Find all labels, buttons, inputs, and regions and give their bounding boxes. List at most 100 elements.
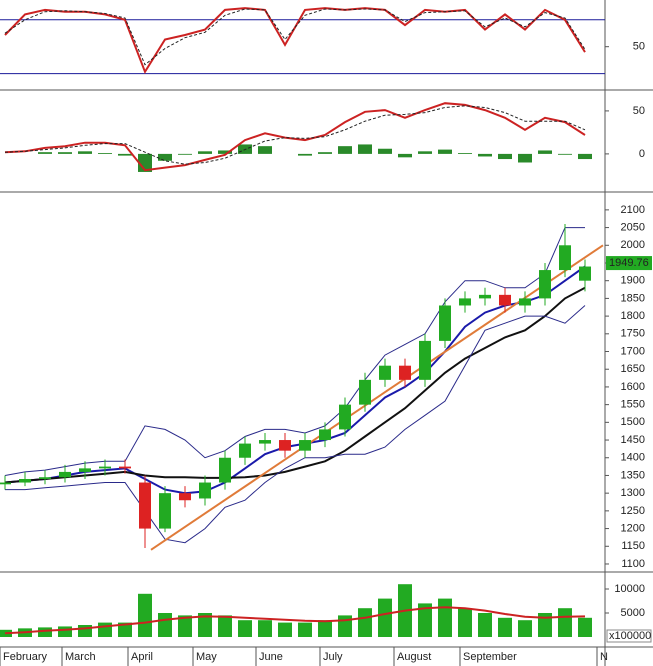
histogram-bar <box>318 152 332 154</box>
candle-body <box>579 266 591 281</box>
candle-body <box>319 429 331 441</box>
y-tick-label: 10000 <box>614 583 645 595</box>
histogram-bar <box>158 153 172 161</box>
candle-body <box>39 477 51 479</box>
x-tick-label: May <box>196 651 217 663</box>
histogram-bar <box>118 153 132 156</box>
histogram-bar <box>338 146 352 154</box>
y-tick-label: 1850 <box>621 292 645 304</box>
y-tick-label: 1900 <box>621 275 645 287</box>
x-tick-label: June <box>259 651 283 663</box>
y-tick-label: 50 <box>633 41 645 53</box>
histogram-bar <box>78 151 92 154</box>
candle-body <box>279 440 291 451</box>
y-tick-label: 1700 <box>621 345 645 357</box>
volume-bar <box>158 612 172 637</box>
y-tick-label: 1150 <box>621 540 645 552</box>
volume-bar <box>218 615 232 637</box>
volume-bar <box>98 622 112 637</box>
histogram-bar <box>418 151 432 154</box>
histogram-bar <box>458 153 472 154</box>
histogram-bar <box>198 151 212 154</box>
volume-bar <box>238 620 252 637</box>
volume-bar <box>538 612 552 637</box>
candle-body <box>79 468 91 472</box>
candle-body <box>219 457 231 483</box>
candle-body <box>119 466 131 469</box>
candle-body <box>559 245 571 271</box>
y-tick-label: 1750 <box>621 328 645 340</box>
candle-body <box>399 365 411 380</box>
histogram-bar <box>498 153 512 160</box>
y-tick-label: 1250 <box>621 505 645 517</box>
histogram-bar <box>398 153 412 158</box>
volume-bar <box>278 622 292 637</box>
y-tick-label: 1300 <box>621 487 645 499</box>
histogram-bar <box>178 153 192 155</box>
histogram-bar <box>358 144 372 154</box>
y-tick-label: 2000 <box>621 239 645 251</box>
last-price-box <box>606 256 652 271</box>
candle-body <box>499 294 511 306</box>
y-tick-label: 1500 <box>621 416 645 428</box>
x-tick-label: February <box>3 651 48 663</box>
series-line <box>4 102 586 172</box>
series-line <box>4 265 586 495</box>
y-tick-label: 5000 <box>621 607 645 619</box>
volume-bar <box>518 620 532 637</box>
candle-body <box>259 440 271 444</box>
series-line <box>4 8 586 66</box>
histogram-bar <box>58 152 72 154</box>
volume-bar <box>58 626 72 637</box>
histogram-bar <box>98 153 112 154</box>
candle-body <box>519 298 531 306</box>
y-tick-label: 1800 <box>621 310 645 322</box>
candle-body <box>439 305 451 341</box>
volume-bar <box>198 612 212 637</box>
x-tick-label: September <box>463 651 517 663</box>
y-tick-label: 2050 <box>621 221 645 233</box>
histogram-bar <box>518 153 532 163</box>
series-line <box>5 305 586 544</box>
volume-bar <box>178 615 192 637</box>
histogram-bar <box>378 148 392 154</box>
volume-bar <box>138 593 152 637</box>
series-line <box>4 7 586 75</box>
candle-body <box>459 298 471 306</box>
series-line <box>4 286 586 484</box>
volume-unit: x100000 <box>609 630 651 642</box>
volume-bar <box>578 617 592 637</box>
x-tick-label: March <box>65 651 96 663</box>
y-tick-label: 1400 <box>621 452 645 464</box>
unit-box <box>606 629 652 643</box>
candle-body <box>179 493 191 501</box>
candle-body <box>199 482 211 499</box>
y-tick-label: 1650 <box>621 363 645 375</box>
volume-bar <box>358 608 372 637</box>
volume-bar <box>558 608 572 637</box>
candle-body <box>0 482 11 485</box>
candle-body <box>539 270 551 299</box>
candle-body <box>19 478 31 483</box>
y-tick-label: 1350 <box>621 469 645 481</box>
volume-bar <box>78 624 92 637</box>
histogram-bar <box>218 150 232 154</box>
histogram-bar <box>438 149 452 154</box>
candle-body <box>299 440 311 451</box>
candle-body <box>159 493 171 529</box>
x-tick-label: July <box>323 651 343 663</box>
y-tick-label: 1100 <box>621 558 645 570</box>
series-line <box>4 227 585 476</box>
histogram-bar <box>578 153 592 160</box>
volume-bar <box>258 620 272 637</box>
histogram-bar <box>478 153 492 157</box>
candle-body <box>99 466 111 469</box>
y-tick-label: 2100 <box>621 204 645 216</box>
histogram-bar <box>298 153 312 156</box>
last-price-label: 1949.76 <box>609 257 649 269</box>
candle-body <box>359 379 371 405</box>
trend-line <box>150 244 604 551</box>
candle-body <box>139 482 151 529</box>
